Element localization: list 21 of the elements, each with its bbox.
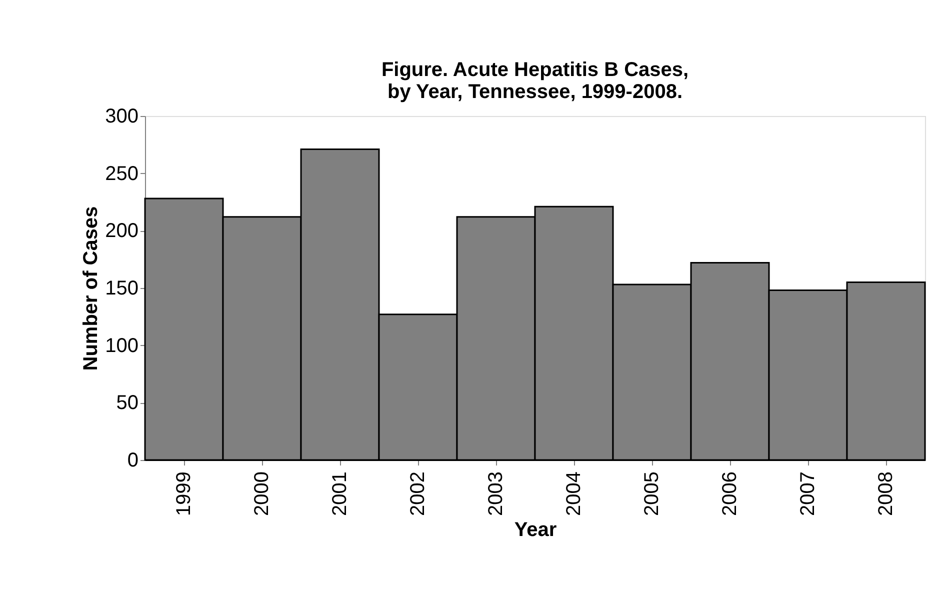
x-axis-title: Year <box>514 518 557 541</box>
x-tick-label: 2002 <box>407 472 429 516</box>
text: by Year, Tennessee, 1999-2008. <box>387 81 683 103</box>
text: Figure. Acute Hepatitis B Cases, <box>381 59 689 81</box>
x-tick-label: 2005 <box>641 472 663 516</box>
x-tick-label: 2003 <box>485 472 507 516</box>
x-tick-label: 2001 <box>329 472 351 516</box>
x-tick-label: 2000 <box>251 472 273 516</box>
x-tick-label: 2007 <box>797 472 819 516</box>
y-tick-label: 200 <box>105 220 138 242</box>
y-tick-label: 100 <box>105 334 138 357</box>
y-tick-label: 50 <box>116 392 138 414</box>
y-tick-label: 300 <box>105 106 138 128</box>
y-axis-title: Number of Cases <box>80 206 102 371</box>
y-tick-label: 250 <box>105 162 138 185</box>
x-tick-label: 1999 <box>173 472 195 516</box>
y-tick-label: 0 <box>127 450 138 472</box>
x-tick-label: 2004 <box>563 472 585 516</box>
x-tick-label: 2006 <box>719 472 741 516</box>
y-tick-label: 150 <box>105 278 138 300</box>
x-tick-label: 2008 <box>875 472 897 516</box>
